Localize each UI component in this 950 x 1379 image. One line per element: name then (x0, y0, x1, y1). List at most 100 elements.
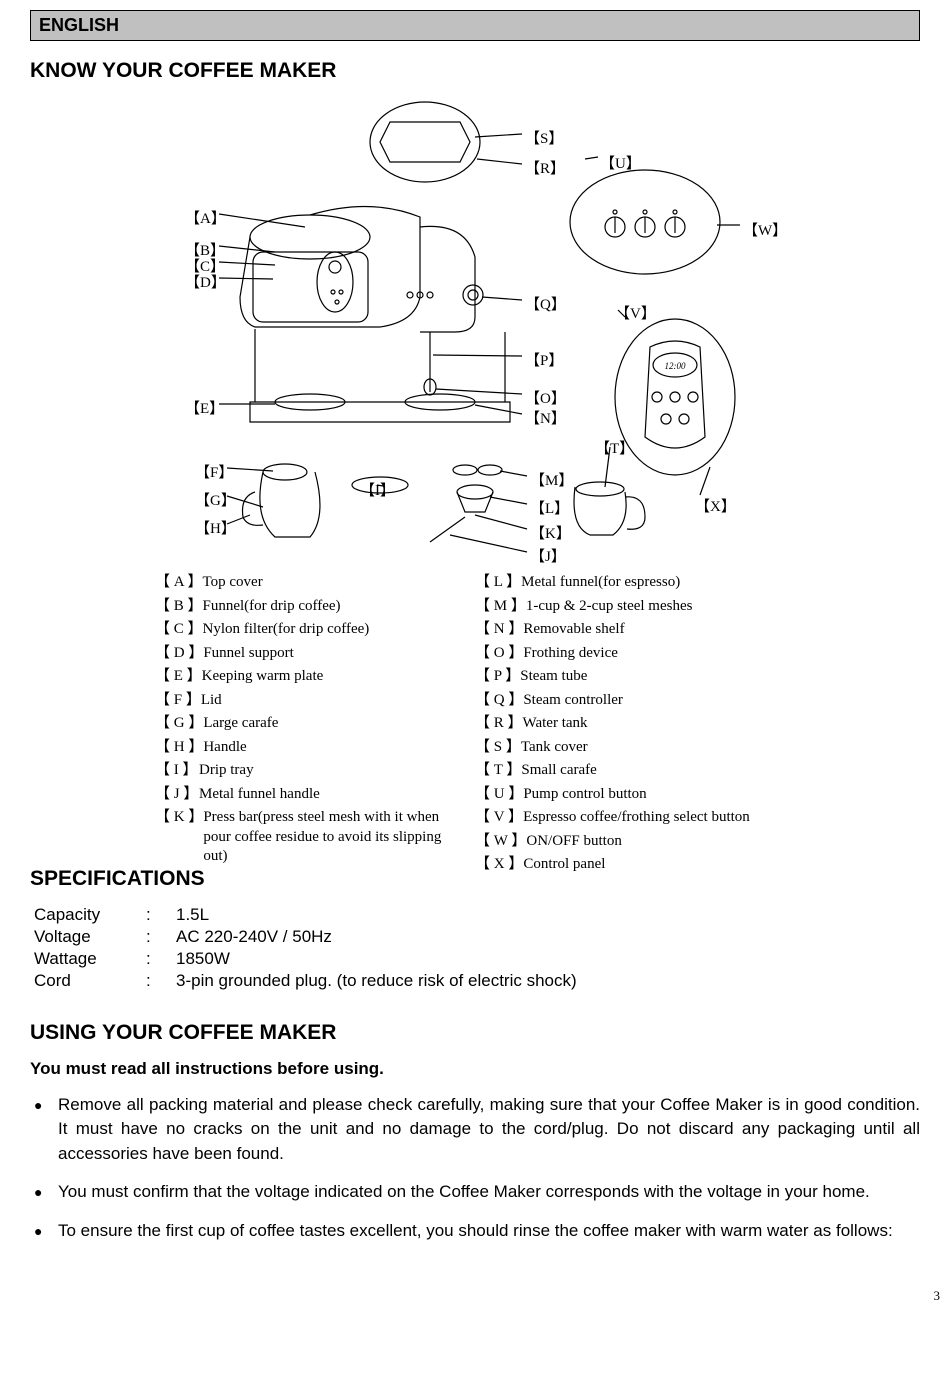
legend-text: Steam controller (523, 691, 795, 711)
spec-value: 1850W (176, 949, 920, 969)
legend-column-left: 【 A 】Top cover【 B 】Funnel(for drip coffe… (155, 573, 475, 879)
legend-key: 【 A 】 (155, 573, 203, 593)
legend-key: 【 F 】 (155, 691, 201, 711)
legend-text: Pump control button (523, 785, 795, 805)
parts-diagram: 12:00 【A】【B】【C】【D】【E】【F】【G】【H】【I】【S】【R】【… (155, 97, 795, 567)
legend-key: 【 M 】 (475, 597, 526, 617)
legend-key: 【 B 】 (155, 597, 203, 617)
callout-A: 【A】 (185, 207, 226, 228)
legend-item-J: 【 J 】Metal funnel handle (155, 785, 475, 805)
subheading-read-instructions: You must read all instructions before us… (30, 1059, 920, 1079)
legend-item-G: 【 G 】Large carafe (155, 714, 475, 734)
spec-colon: : (146, 971, 176, 991)
callout-P: 【P】 (525, 349, 563, 370)
legend-key: 【 N 】 (475, 620, 523, 640)
legend-item-K: 【 K 】Press bar(press steel mesh with it … (155, 808, 475, 867)
language-label: ENGLISH (39, 15, 119, 35)
legend-item-O: 【 O 】Frothing device (475, 644, 795, 664)
callout-Q: 【Q】 (525, 293, 566, 314)
legend-key: 【 J 】 (155, 785, 199, 805)
legend-text: Steam tube (520, 667, 795, 687)
callout-R: 【R】 (525, 157, 565, 178)
legend-item-L: 【 L 】Metal funnel(for espresso) (475, 573, 795, 593)
callout-S: 【S】 (525, 127, 563, 148)
instruction-item-1: Remove all packing material and please c… (58, 1093, 920, 1167)
heading-know-your-coffee-maker: KNOW YOUR COFFEE MAKER (30, 59, 920, 83)
legend-key: 【 E 】 (155, 667, 202, 687)
instructions-list: Remove all packing material and please c… (30, 1093, 920, 1244)
legend-text: Top cover (203, 573, 475, 593)
callout-V: 【V】 (615, 302, 656, 323)
legend-item-A: 【 A 】Top cover (155, 573, 475, 593)
callout-U: 【U】 (600, 152, 641, 173)
legend-key: 【 U 】 (475, 785, 523, 805)
legend-item-M: 【 M 】1-cup & 2-cup steel meshes (475, 597, 795, 617)
spec-row-cord: Cord:3-pin grounded plug. (to reduce ris… (34, 971, 920, 991)
legend-text: Removable shelf (523, 620, 795, 640)
legend-text: 1-cup & 2-cup steel meshes (526, 597, 795, 617)
legend-text: Keeping warm plate (202, 667, 475, 687)
callout-X: 【X】 (695, 495, 736, 516)
spec-value: 1.5L (176, 905, 920, 925)
legend-text: Water tank (523, 714, 795, 734)
legend-key: 【 G 】 (155, 714, 203, 734)
spec-value: 3-pin grounded plug. (to reduce risk of … (176, 971, 920, 991)
legend-item-I: 【 I 】Drip tray (155, 761, 475, 781)
legend-text: Funnel support (203, 644, 475, 664)
callout-L: 【L】 (530, 497, 569, 518)
legend-key: 【 K 】 (155, 808, 203, 828)
legend-item-R: 【 R 】Water tank (475, 714, 795, 734)
legend-key: 【 P 】 (475, 667, 520, 687)
legend-item-F: 【 F 】Lid (155, 691, 475, 711)
specifications-table: Capacity:1.5LVoltage:AC 220-240V / 50HzW… (34, 905, 920, 991)
legend-text: Nylon filter(for drip coffee) (203, 620, 475, 640)
spec-label: Capacity (34, 905, 146, 925)
legend-key: 【 C 】 (155, 620, 203, 640)
spec-colon: : (146, 927, 176, 947)
legend-item-H: 【 H 】Handle (155, 738, 475, 758)
legend-item-U: 【 U 】Pump control button (475, 785, 795, 805)
callout-I: 【I】 (360, 479, 395, 500)
spec-value: AC 220-240V / 50Hz (176, 927, 920, 947)
spec-label: Voltage (34, 927, 146, 947)
legend-item-S: 【 S 】Tank cover (475, 738, 795, 758)
callout-E: 【E】 (185, 397, 224, 418)
legend-item-C: 【 C 】Nylon filter(for drip coffee) (155, 620, 475, 640)
page-number: 3 (0, 1278, 950, 1304)
legend-key: 【 V 】 (475, 808, 523, 828)
callout-T: 【T】 (595, 437, 634, 458)
spec-colon: : (146, 905, 176, 925)
legend-key: 【 L 】 (475, 573, 521, 593)
language-bar: ENGLISH (30, 10, 920, 41)
legend-text: ON/OFF button (526, 832, 795, 852)
callout-O: 【O】 (525, 387, 566, 408)
spec-label: Wattage (34, 949, 146, 969)
callout-H: 【H】 (195, 517, 236, 538)
instruction-item-2: You must confirm that the voltage indica… (58, 1180, 920, 1205)
legend-text: Large carafe (203, 714, 475, 734)
legend-key: 【 O 】 (475, 644, 523, 664)
legend-text: Handle (203, 738, 475, 758)
parts-legend: 【 A 】Top cover【 B 】Funnel(for drip coffe… (155, 573, 795, 879)
legend-item-N: 【 N 】Removable shelf (475, 620, 795, 640)
spec-row-voltage: Voltage:AC 220-240V / 50Hz (34, 927, 920, 947)
legend-text: Funnel(for drip coffee) (203, 597, 475, 617)
legend-key: 【 W 】 (475, 832, 526, 852)
callout-J: 【J】 (530, 545, 566, 566)
spec-row-capacity: Capacity:1.5L (34, 905, 920, 925)
legend-key: 【 Q 】 (475, 691, 523, 711)
spec-colon: : (146, 949, 176, 969)
legend-item-E: 【 E 】Keeping warm plate (155, 667, 475, 687)
legend-item-W: 【 W 】ON/OFF button (475, 832, 795, 852)
control-panel-time-readout: 12:00 (665, 361, 686, 371)
legend-text: Metal funnel(for espresso) (521, 573, 795, 593)
spec-row-wattage: Wattage:1850W (34, 949, 920, 969)
legend-item-Q: 【 Q 】Steam controller (475, 691, 795, 711)
legend-text: Metal funnel handle (199, 785, 475, 805)
legend-item-X: 【 X 】Control panel (475, 855, 795, 875)
legend-key: 【 R 】 (475, 714, 523, 734)
legend-column-right: 【 L 】Metal funnel(for espresso) 【 M 】1-cu… (475, 573, 795, 879)
heading-using-coffee-maker: USING YOUR COFFEE MAKER (30, 1021, 920, 1045)
callout-G: 【G】 (195, 489, 236, 510)
legend-item-P: 【 P 】Steam tube (475, 667, 795, 687)
